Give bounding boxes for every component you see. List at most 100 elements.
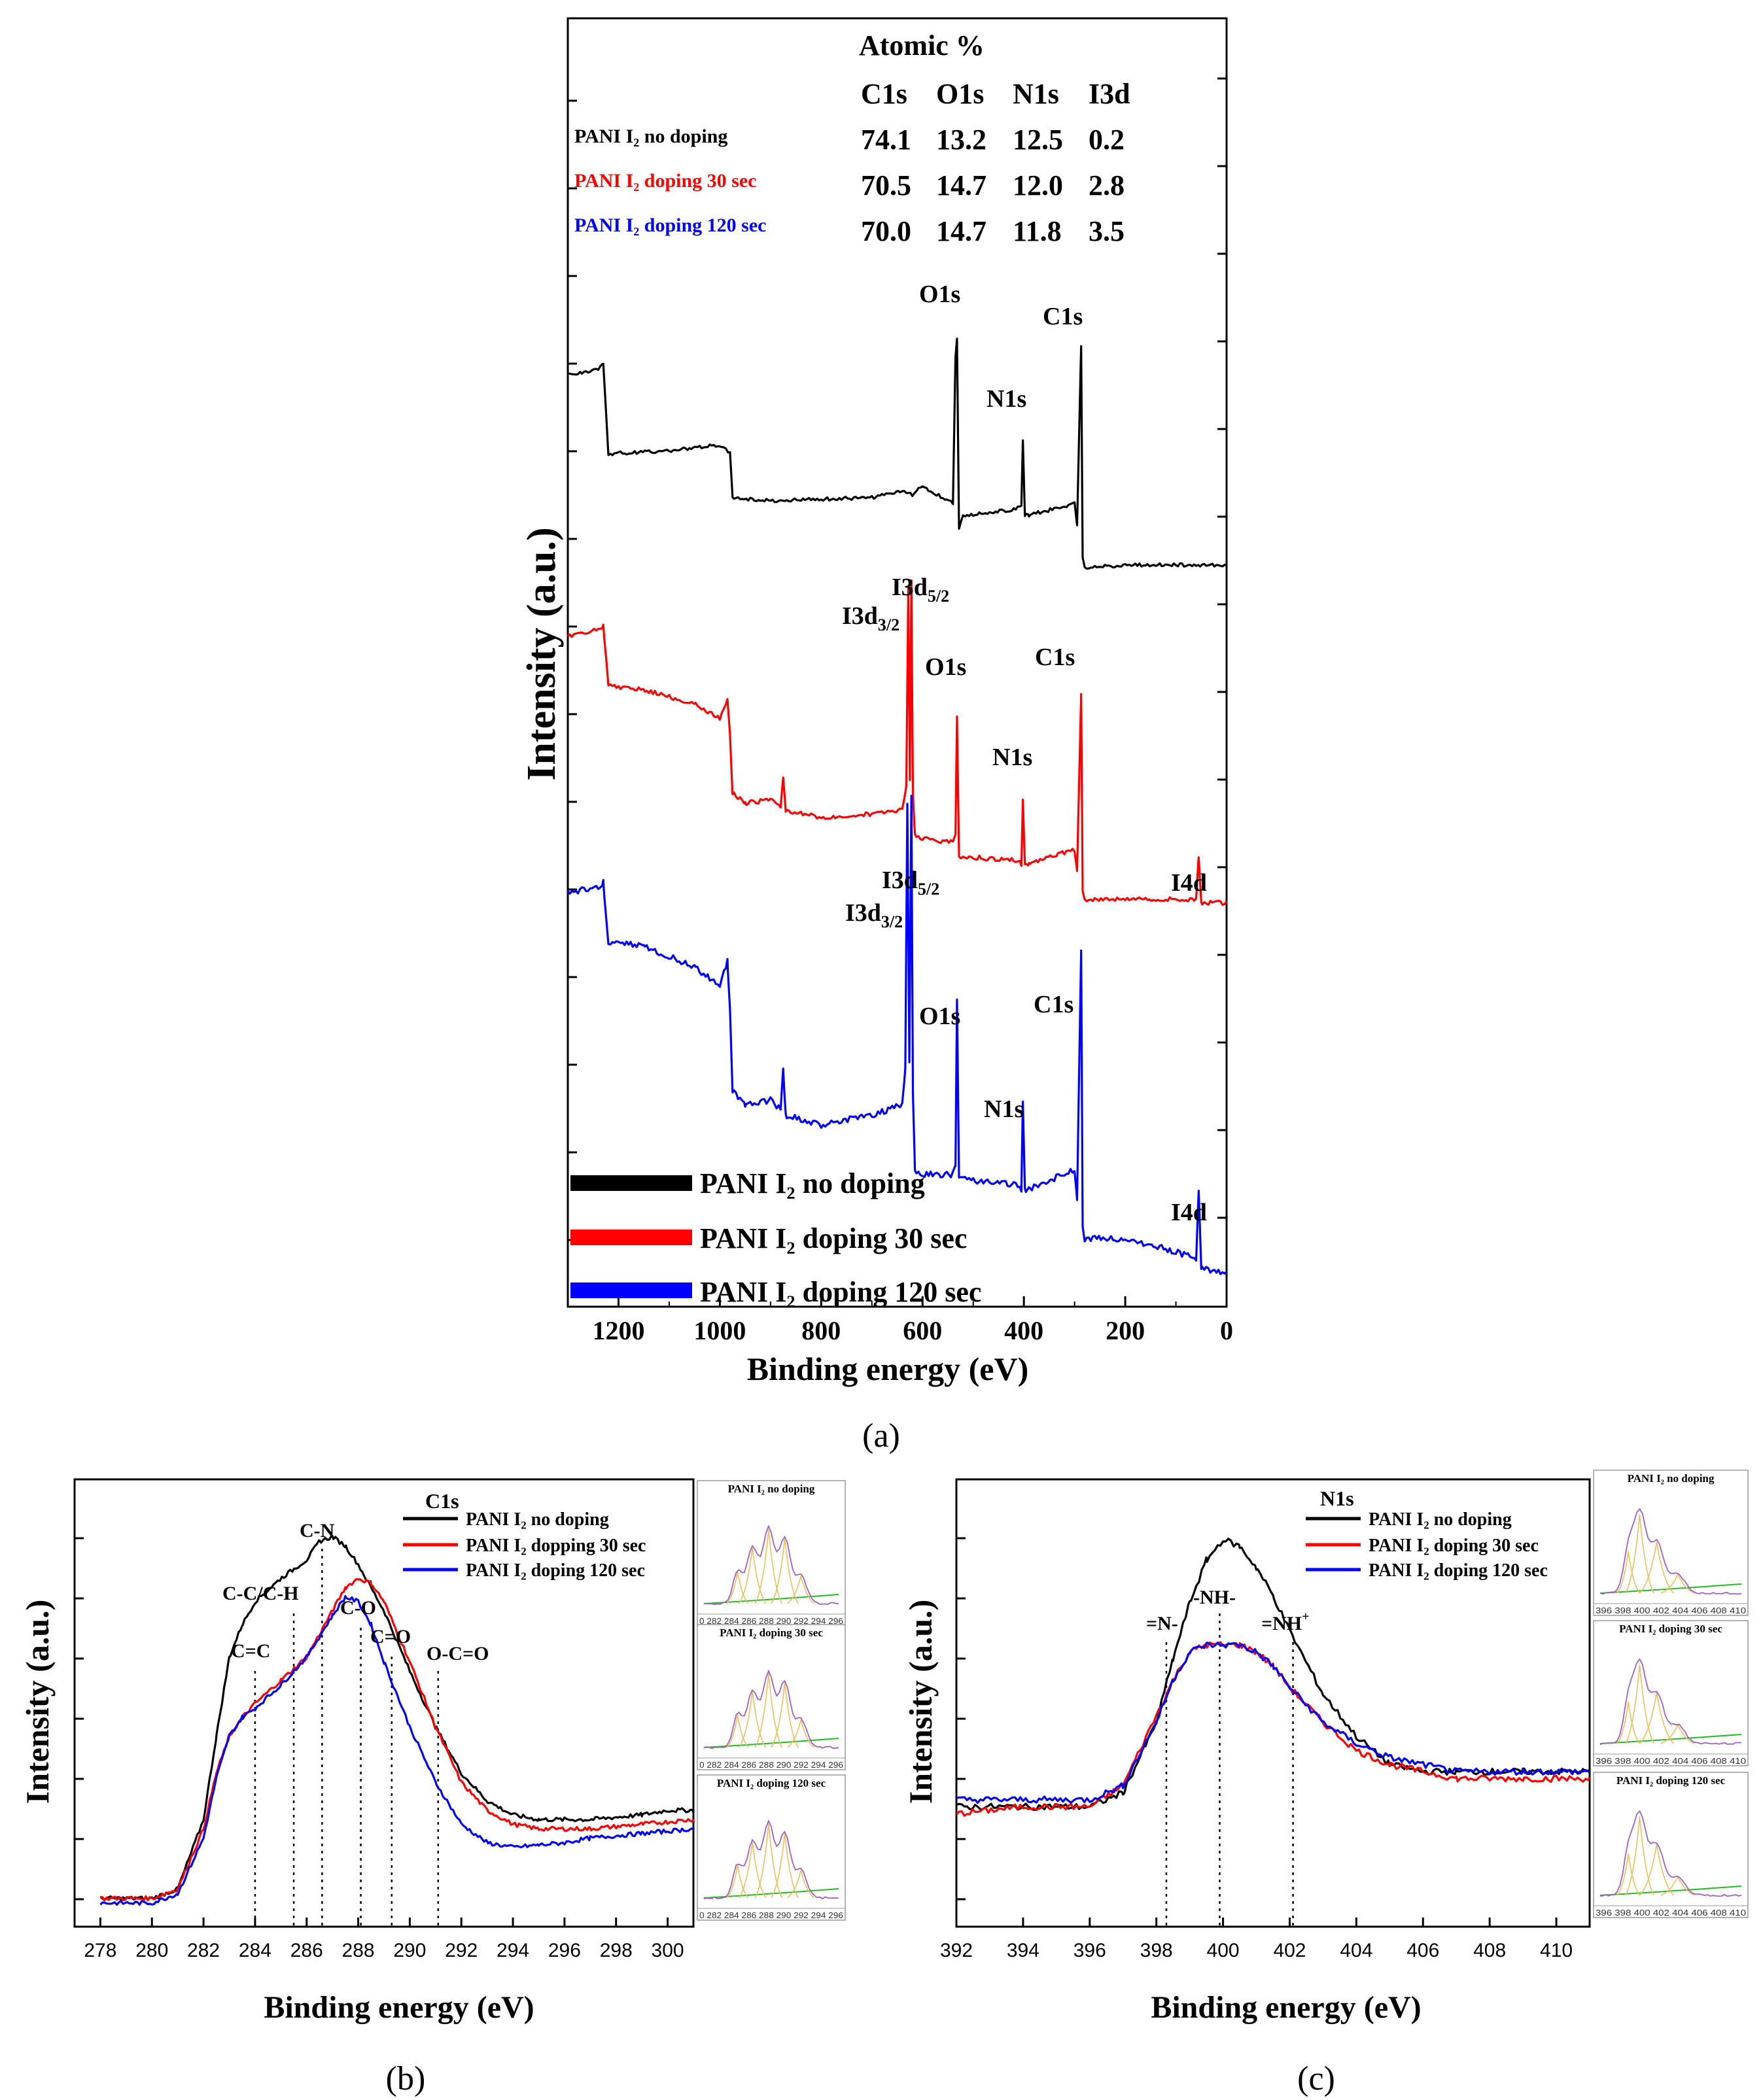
series-line [99, 1534, 695, 1902]
panel-b-annotations: C=C C-C/C-H C-N C-O C=O O-C=O [222, 1520, 489, 1664]
inset-ticks: 0 282 284 286 288 290 292 294 296 [699, 1911, 843, 1920]
legend-label: PANI I₂ doping 30 sec [700, 1222, 967, 1254]
inset-frame [1593, 1470, 1749, 1616]
panel-b-caption: (b) [386, 2060, 426, 2097]
peak-label-n1s: N1s [984, 1095, 1024, 1123]
annotation-label: C-N [300, 1520, 335, 1541]
inset-baseline [703, 1738, 839, 1748]
panel-c-y-ticks [956, 1537, 966, 1901]
inset-title: PANI I₂ doping 120 sec [717, 1777, 826, 1789]
panel-b: 278 280 282 284 286 288 290 292 294 296 298 300 C1s… [19, 1478, 846, 2097]
peak-label-c1s: C1s [1043, 303, 1083, 330]
inset-ticks: 396 398 400 402 404 406 408 410 [1596, 1908, 1746, 1918]
table-cell: 2.8 [1089, 169, 1125, 201]
annotation-label: -NH- [1193, 1587, 1236, 1608]
table-header-i3d: I3d [1089, 78, 1130, 110]
legend-label: PANI I₂ no doping [700, 1167, 925, 1199]
inset-title: PANI I₂ doping 120 sec [1616, 1774, 1726, 1787]
table-cell: 13.2 [936, 124, 986, 156]
inset-fit-component [726, 1715, 749, 1748]
annotation-label: =N- [1146, 1613, 1178, 1634]
inset-baseline [703, 1888, 839, 1899]
inset-fit-component [1616, 1701, 1641, 1744]
table-cell: 14.7 [936, 215, 986, 247]
x-tick-label: 398 [1140, 1940, 1173, 1961]
inset-fit-component [754, 1529, 783, 1604]
panel-c-annotations: =N- -NH- =NH+ [1146, 1587, 1310, 1634]
series-line [567, 795, 1228, 1275]
x-tick-label: 1000 [693, 1316, 746, 1345]
peak-label-o1s: O1s [925, 653, 966, 681]
peak-label-o1s: O1s [919, 281, 960, 308]
x-tick-label: 404 [1340, 1940, 1372, 1961]
legend-swatch [570, 1282, 692, 1298]
inset-plot: PANI I₂ no doping 396 398 400 402 404 406… [1593, 1470, 1749, 1616]
peak-label-i3d52: I3d5/2 [882, 867, 939, 899]
table-cell: 14.7 [936, 169, 986, 201]
table-cell: 70.5 [861, 169, 911, 201]
panel-b-frame [73, 1478, 695, 1928]
table-cell: 12.0 [1013, 169, 1063, 201]
inset-title: PANI I₂ no doping [1628, 1472, 1715, 1485]
panel-c-caption: (c) [1297, 2060, 1335, 2097]
x-tick-label: 278 [84, 1940, 116, 1961]
inset-fit-component [1616, 1551, 1641, 1594]
panel-b-legend: PANI I₂ no doping PANI I₂ dopping 30 sec… [403, 1509, 646, 1581]
table-header-n1s: N1s [1013, 78, 1059, 110]
x-tick-label: 402 [1273, 1940, 1306, 1961]
x-tick-label: 298 [600, 1940, 633, 1961]
x-tick-label: 0 [1220, 1316, 1233, 1345]
panel-a: 1200 1000 800 600 400 200 0 Binding energy (eV… [519, 17, 1233, 1455]
annotation-label: C-O [340, 1597, 376, 1619]
panel-a-legend: PANI I₂ no doping PANI I₂ doping 30 sec … [570, 1167, 981, 1308]
inset-fit-component [1625, 1664, 1654, 1744]
x-tick-label: 394 [1007, 1940, 1039, 1961]
table-cell: 74.1 [861, 124, 911, 156]
legend-label: PANI I₂ doping 120 sec [1369, 1560, 1548, 1581]
x-tick-label: 1200 [592, 1316, 644, 1345]
inset-frame [1593, 1772, 1749, 1918]
legend-label: PANI I₂ doping 30 sec [1369, 1536, 1539, 1556]
inset-fit-component [738, 1842, 767, 1899]
inset-title: PANI I₂ no doping [728, 1483, 815, 1495]
inset-fit-component [787, 1719, 815, 1748]
x-tick-label: 284 [239, 1940, 271, 1961]
panel-c-reference-lines [1165, 1613, 1294, 1925]
peak-label-i3d32: I3d3/2 [842, 602, 899, 634]
table-title: Atomic % [859, 29, 985, 61]
panel-b-y-ticks [75, 1537, 84, 1901]
inset-fit-component [1616, 1853, 1641, 1896]
inset-ticks: 396 398 400 402 404 406 408 410 [1596, 1606, 1746, 1615]
inset-fit-component [754, 1673, 783, 1748]
inset-envelope [703, 1819, 839, 1900]
inset-fit-component [771, 1682, 799, 1748]
peak-label-n1s: N1s [992, 744, 1032, 771]
legend-label: PANI I₂ dopping 30 sec [466, 1536, 646, 1556]
annotation-label: =NH+ [1261, 1609, 1310, 1634]
inset-ticks: 0 282 284 286 288 290 292 294 296 [699, 1617, 843, 1626]
inset-envelope [703, 1524, 839, 1606]
peak-label-c1s: C1s [1034, 991, 1074, 1018]
inset-plot: PANI I₂ doping 30 sec 0 282 284 286 288 2… [697, 1624, 846, 1770]
panel-b-insets: PANI I₂ no doping 0 282 284 286 288 290 2… [697, 1480, 846, 1921]
x-tick-label: 410 [1540, 1940, 1573, 1961]
panel-b-xlabel: Binding energy (eV) [264, 1990, 534, 2025]
inset-title: PANI I₂ doping 30 sec [720, 1627, 823, 1639]
legend-label: PANI I₂ doping 120 sec [466, 1560, 645, 1581]
inset-fit-component [1625, 1514, 1654, 1594]
x-tick-label: 400 [1207, 1940, 1240, 1961]
table-cell: 70.0 [861, 215, 911, 247]
annotation-label: C=O [370, 1626, 411, 1647]
panel-a-ylabel: Intensity (a.u.) [519, 527, 564, 781]
annotation-label: C=C [231, 1640, 270, 1662]
inset-plot: PANI I₂ no doping 0 282 284 286 288 290 2… [697, 1480, 846, 1627]
x-tick-label: 294 [497, 1940, 529, 1961]
peak-label-i4d: I4d [1171, 869, 1207, 897]
inset-baseline [703, 1594, 839, 1604]
panel-c-x-ticks: 392 394 396 398 400 402 404 406 408 410 [940, 1918, 1573, 1961]
table-cell: 11.8 [1013, 215, 1062, 247]
x-tick-label: 290 [393, 1940, 426, 1961]
table-row-label: PANI I₂ doping 120 sec [574, 215, 766, 236]
inset-envelope [1599, 1507, 1742, 1595]
inset-plot: PANI I₂ doping 120 sec 396 398 400 402 40… [1593, 1772, 1749, 1918]
